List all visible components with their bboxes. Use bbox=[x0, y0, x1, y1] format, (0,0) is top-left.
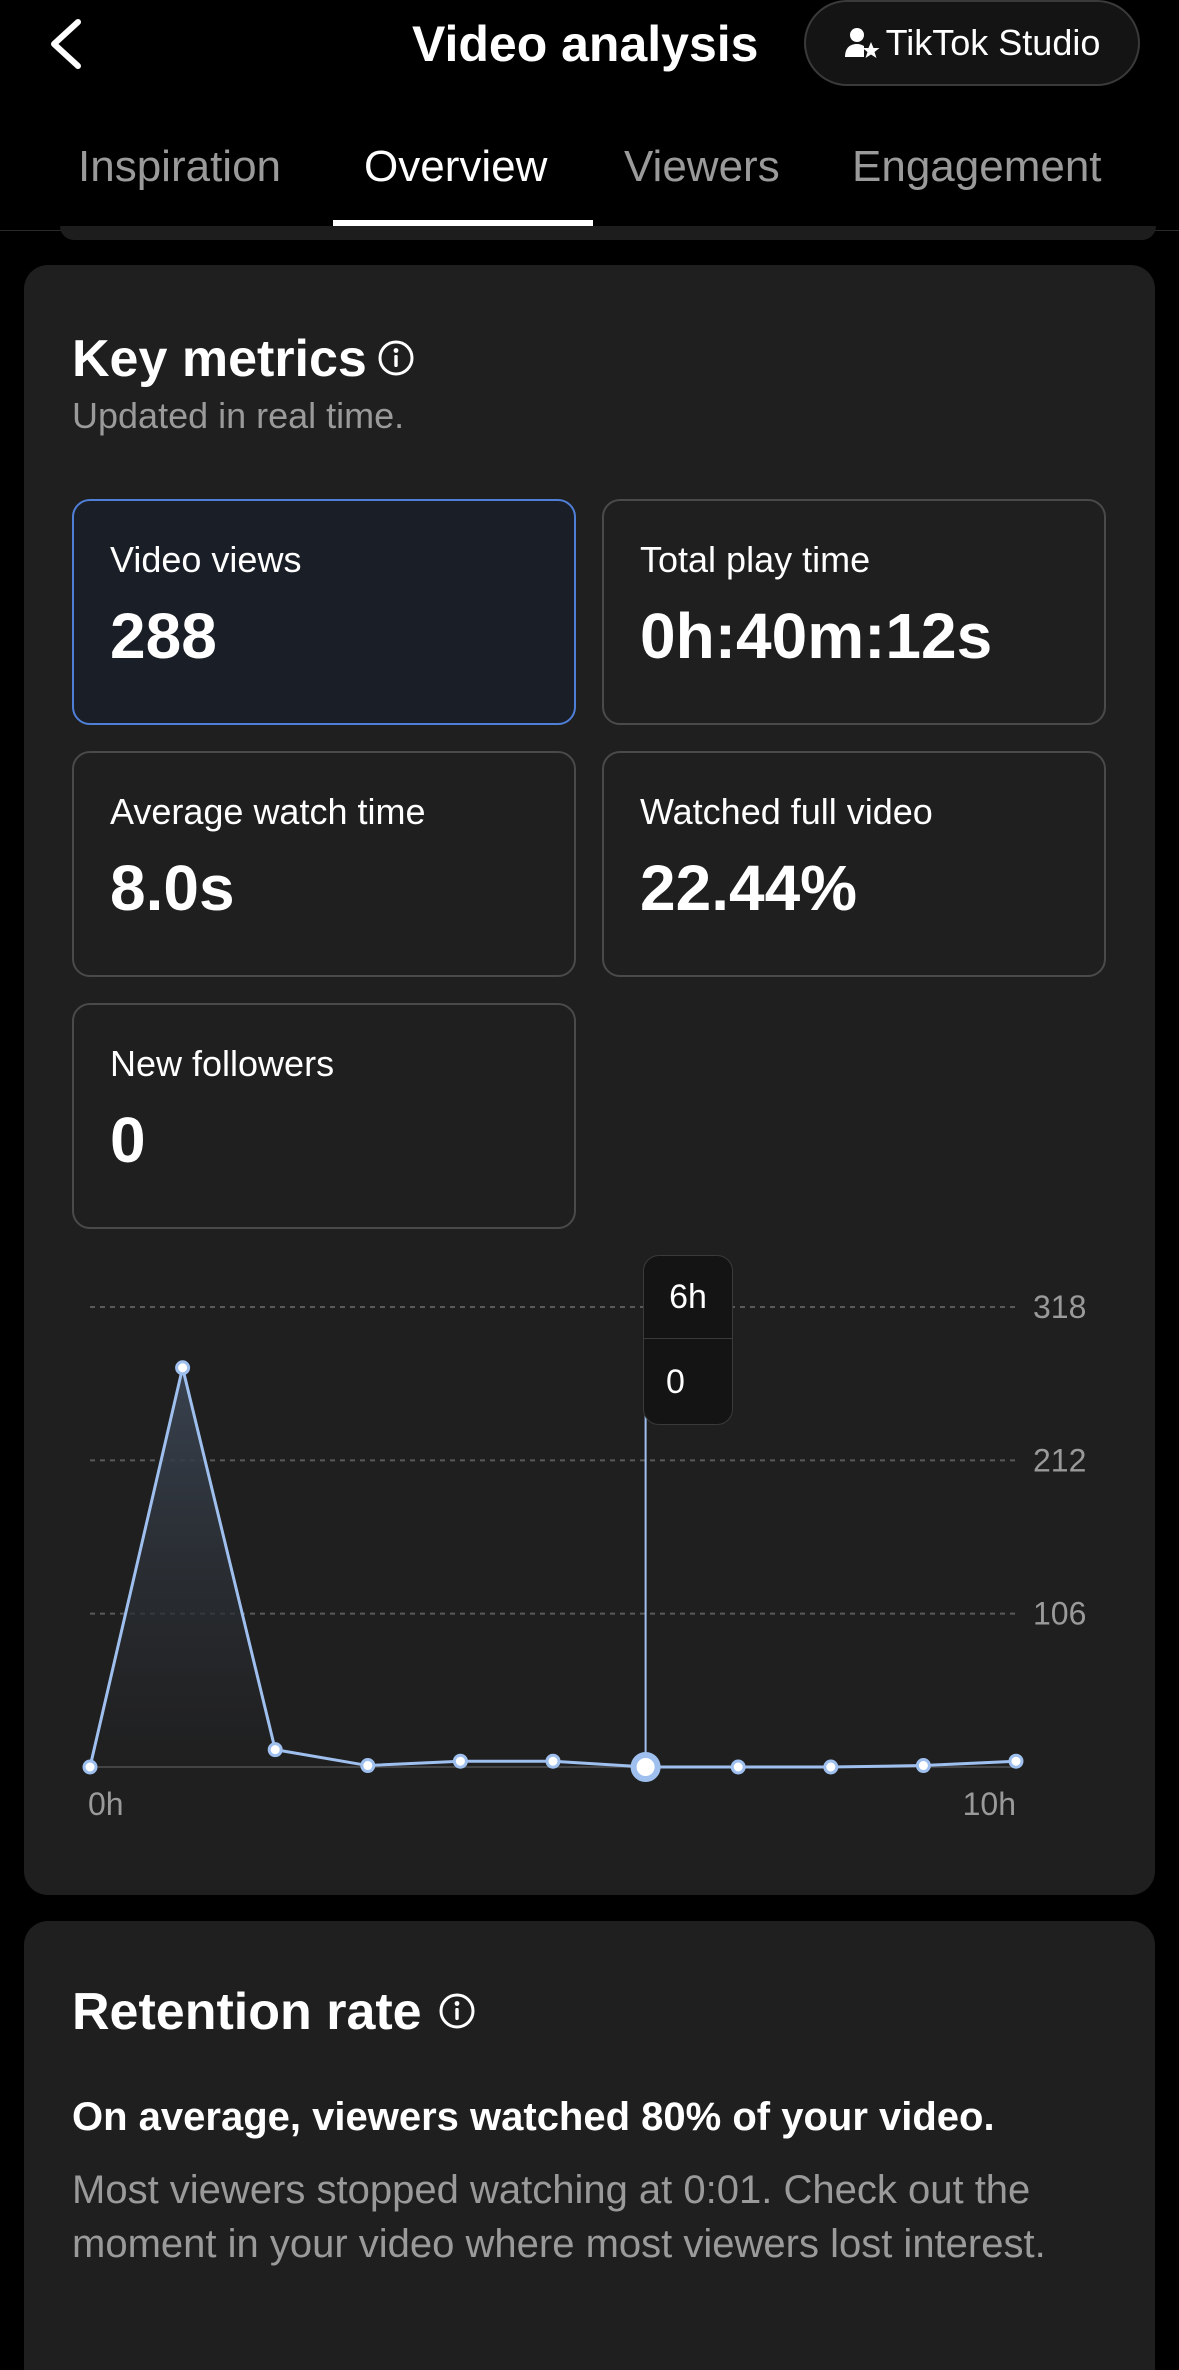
metric-value: 8.0s bbox=[110, 852, 235, 924]
tab-inspiration[interactable]: Inspiration bbox=[78, 142, 282, 191]
metric-label: Total play time bbox=[640, 539, 871, 580]
metric-value: 22.44% bbox=[640, 852, 858, 924]
data-point[interactable] bbox=[175, 1360, 191, 1376]
data-point[interactable] bbox=[915, 1758, 931, 1774]
tiktok-studio-label: TikTok Studio bbox=[885, 22, 1101, 63]
tooltip-x-label: 6h bbox=[644, 1256, 732, 1339]
x-tick-label: 0h bbox=[88, 1786, 124, 1822]
info-icon[interactable] bbox=[377, 339, 415, 377]
data-point[interactable] bbox=[360, 1758, 376, 1774]
tiktok-studio-button[interactable]: TikTok Studio bbox=[804, 0, 1140, 86]
y-tick-label: 106 bbox=[1033, 1596, 1086, 1632]
retention-description: Most viewers stopped watching at 0:01. C… bbox=[72, 2168, 1046, 2266]
retention-headline: On average, viewers watched 80% of your … bbox=[72, 2095, 995, 2139]
chart-tooltip: 6h 0 bbox=[643, 1255, 733, 1425]
data-point[interactable] bbox=[267, 1742, 283, 1758]
data-point[interactable] bbox=[545, 1753, 561, 1769]
retention-title: Retention rate bbox=[72, 1983, 422, 2041]
tab-engagement[interactable]: Engagement bbox=[852, 142, 1102, 191]
data-point[interactable] bbox=[452, 1753, 468, 1769]
metric-label: Watched full video bbox=[640, 791, 933, 832]
data-point[interactable] bbox=[823, 1759, 839, 1775]
creator-star-icon bbox=[844, 28, 880, 58]
metric-video-views[interactable]: Video views 288 bbox=[72, 499, 576, 725]
tab-overview[interactable]: Overview bbox=[364, 142, 548, 191]
tab-bar: Inspiration Overview Viewers Engagement bbox=[0, 124, 1179, 231]
key-metrics-title: Key metrics bbox=[72, 330, 367, 388]
metric-new-followers[interactable]: New followers 0 bbox=[72, 1003, 576, 1229]
metric-label: New followers bbox=[110, 1043, 335, 1084]
y-tick-label: 212 bbox=[1033, 1442, 1086, 1478]
views-area-fill bbox=[90, 1367, 1016, 1767]
y-tick-label: 318 bbox=[1033, 1289, 1086, 1325]
metric-label: Average watch time bbox=[110, 791, 426, 832]
tooltip-value: 0 bbox=[666, 1363, 685, 1401]
page-title: Video analysis bbox=[412, 16, 759, 72]
views-line-chart[interactable]: 318 212 106 0h 10h bbox=[0, 0, 1179, 1880]
previous-card-edge bbox=[60, 226, 1156, 240]
chevron-left-icon bbox=[51, 19, 81, 69]
metric-label: Video views bbox=[110, 539, 302, 580]
metric-value: 0h:40m:12s bbox=[640, 600, 993, 672]
tab-viewers[interactable]: Viewers bbox=[624, 142, 780, 191]
data-point[interactable] bbox=[730, 1759, 746, 1775]
x-tick-label: 10h bbox=[963, 1786, 1016, 1822]
info-icon[interactable] bbox=[438, 1992, 476, 2030]
metric-average-watch-time[interactable]: Average watch time 8.0s bbox=[72, 751, 576, 977]
updated-note: Updated in real time. bbox=[72, 395, 405, 436]
selected-data-point[interactable] bbox=[630, 1752, 661, 1782]
top-bar: Video analysis TikTok Studio bbox=[0, 0, 1179, 88]
data-point[interactable] bbox=[82, 1759, 98, 1775]
metric-value: 288 bbox=[110, 600, 217, 672]
active-tab-indicator bbox=[333, 220, 593, 226]
metric-value: 0 bbox=[110, 1104, 146, 1176]
back-button[interactable] bbox=[44, 18, 92, 70]
metric-watched-full-video[interactable]: Watched full video 22.44% bbox=[602, 751, 1106, 977]
data-point[interactable] bbox=[1008, 1753, 1024, 1769]
retention-rate-card: Retention rate On average, viewers watch… bbox=[24, 1921, 1155, 2370]
metric-total-play-time[interactable]: Total play time 0h:40m:12s bbox=[602, 499, 1106, 725]
